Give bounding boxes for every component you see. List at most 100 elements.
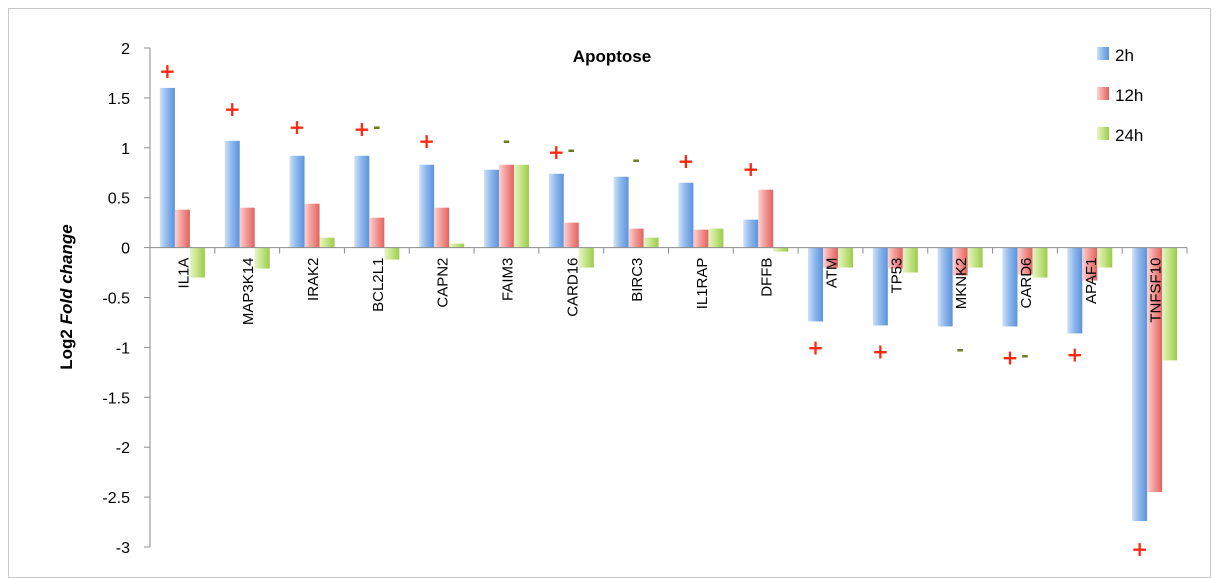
bar-il1rap-2h <box>678 182 694 248</box>
plus-mark-il1a: + <box>159 59 176 83</box>
bar-mknk2-2h <box>937 247 953 327</box>
bar-capn2-12h <box>434 207 450 248</box>
bar-mknk2-24h <box>967 247 983 268</box>
plus-mark-map3k14: + <box>224 97 241 121</box>
category-label-mknk2: MKNK2 <box>953 258 970 310</box>
bar-card16-2h <box>548 173 564 248</box>
y-axis-label-prefix: Log2 <box>57 324 76 369</box>
category-label-capn2: CAPN2 <box>435 258 452 308</box>
category-label-card6: CARD6 <box>1018 258 1035 309</box>
minus-mark-faim3: - <box>503 131 510 152</box>
minus-mark-card16: - <box>568 140 575 161</box>
y-tick-label: -2.5 <box>102 490 130 507</box>
bar-irak2-24h <box>319 237 335 248</box>
plus-mark-il1rap: + <box>678 149 695 173</box>
y-tick-label: -2 <box>116 440 130 457</box>
category-label-card16: CARD16 <box>564 258 581 317</box>
legend: 2h 12h 24h <box>1097 46 1143 145</box>
bars <box>159 87 1178 522</box>
bar-birc3-24h <box>643 237 659 248</box>
bar-il1a-2h <box>159 87 175 248</box>
bar-il1rap-24h <box>708 228 724 248</box>
minus-mark-bcl2l1: - <box>373 117 380 138</box>
category-label-tnfsf10: TNFSF10 <box>1148 258 1165 323</box>
bar-faim3-12h <box>498 164 514 248</box>
plus-mark-irak2: + <box>289 115 306 139</box>
plus-mark-apaf1: + <box>1066 342 1083 366</box>
category-label-atm: ATM <box>824 258 841 289</box>
bar-atm-12h <box>823 247 839 268</box>
chart-title: Apoptose <box>573 47 651 66</box>
plus-mark-card16: + <box>548 140 565 164</box>
legend-label-12h: 12h <box>1115 86 1143 105</box>
bar-capn2-2h <box>419 164 435 248</box>
bar-apaf1-12h <box>1082 247 1098 281</box>
bar-card6-24h <box>1032 247 1048 278</box>
category-label-il1rap: IL1RAP <box>694 258 711 310</box>
bar-map3k14-24h <box>254 247 270 269</box>
legend-label-2h: 2h <box>1115 46 1134 65</box>
category-label-irak2: IRAK2 <box>305 258 322 301</box>
plus-mark-tp53: + <box>872 339 889 363</box>
category-label-tp53: TP53 <box>888 258 905 294</box>
y-tick-label: -1 <box>116 340 130 357</box>
bar-irak2-2h <box>289 155 305 248</box>
minus-mark-birc3: - <box>632 150 639 171</box>
bar-map3k14-2h <box>224 140 240 248</box>
y-axis: 2 1.5 1 0.5 0 -0.5 -1 -1.5 -2 -2.5 -3 <box>102 41 151 557</box>
bar-birc3-2h <box>613 176 629 248</box>
category-labels: IL1A MAP3K14 IRAK2 BCL2L1 CAPN2 FAIM3 CARD16 BI… <box>175 258 1164 326</box>
legend-swatch-24h <box>1097 127 1109 140</box>
y-tick-label: 1.5 <box>108 91 130 108</box>
y-tick-label: -1.5 <box>102 390 130 407</box>
bar-bcl2l1-24h <box>384 247 400 260</box>
bar-il1rap-12h <box>693 229 709 248</box>
plus-mark-capn2: + <box>418 129 435 153</box>
bar-card16-24h <box>578 247 594 268</box>
plus-mark-tnfsf10: + <box>1131 537 1148 561</box>
minus-mark-card6: - <box>1021 345 1028 366</box>
category-label-apaf1: APAF1 <box>1083 258 1100 304</box>
plus-mark-dffb: + <box>742 157 759 181</box>
bar-card16-12h <box>563 222 579 248</box>
bar-capn2-24h <box>449 243 465 248</box>
bar-faim3-24h <box>513 164 529 248</box>
bar-faim3-2h <box>483 169 499 248</box>
bar-dffb-2h <box>743 219 759 248</box>
bar-card6-12h <box>1017 247 1033 275</box>
x-axis-ticks <box>149 247 1188 254</box>
bar-atm-2h <box>808 247 824 322</box>
bar-bcl2l1-2h <box>354 155 370 248</box>
y-tick-label: 1 <box>121 141 130 158</box>
y-tick-label: -0.5 <box>102 291 130 308</box>
minus-mark-mknk2: - <box>956 339 963 360</box>
bar-il1a-12h <box>174 209 190 248</box>
y-tick-label: 2 <box>121 41 130 58</box>
y-axis-label: Log2 Fold change <box>57 224 76 369</box>
bar-mknk2-12h <box>952 247 968 276</box>
y-axis-label-italic: Fold change <box>57 224 76 324</box>
bar-map3k14-12h <box>239 207 255 248</box>
y-tick-label: -3 <box>116 540 130 557</box>
bar-apaf1-24h <box>1097 247 1113 268</box>
bar-il1a-24h <box>189 247 205 278</box>
bar-birc3-12h <box>628 228 644 248</box>
apoptose-chart: Apoptose Log2 Fold change 2 1.5 1 0.5 0 -0.5 -… <box>57 41 1188 561</box>
bar-tnfsf10-2h <box>1132 247 1148 522</box>
bar-irak2-12h <box>304 203 320 248</box>
bar-bcl2l1-12h <box>369 217 385 248</box>
bar-card6-2h <box>1002 247 1018 327</box>
category-label-faim3: FAIM3 <box>499 258 516 301</box>
category-label-map3k14: MAP3K14 <box>240 258 257 326</box>
bar-atm-24h <box>838 247 854 268</box>
y-tick-label: 0 <box>121 241 130 258</box>
bar-dffb-24h <box>773 247 789 252</box>
legend-swatch-12h <box>1097 87 1109 100</box>
category-label-il1a: IL1A <box>175 258 192 289</box>
plus-mark-atm: + <box>807 335 824 359</box>
plus-mark-bcl2l1: + <box>353 117 370 141</box>
bar-dffb-12h <box>758 189 774 248</box>
bar-tp53-12h <box>887 247 903 269</box>
legend-swatch-2h <box>1097 47 1109 60</box>
category-label-bcl2l1: BCL2L1 <box>370 258 387 312</box>
